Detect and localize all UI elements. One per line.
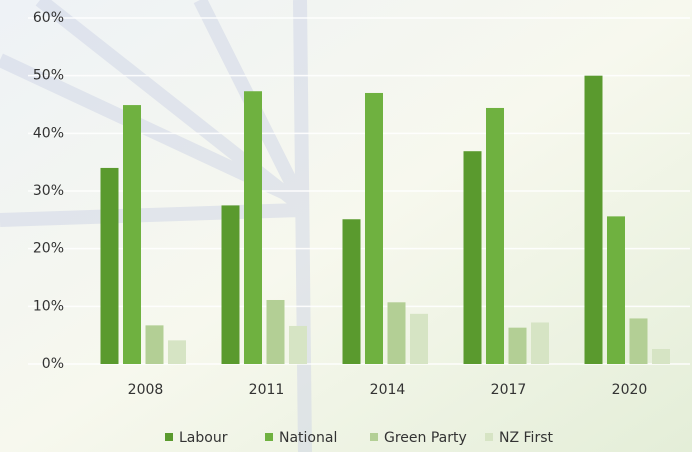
bar — [629, 318, 648, 364]
legend-label: NZ First — [499, 430, 553, 446]
legend-swatch — [485, 433, 493, 441]
y-tick-label: 50% — [33, 68, 64, 84]
x-tick-label: 2014 — [370, 382, 406, 398]
bar — [221, 205, 240, 364]
y-tick-label: 0% — [42, 356, 64, 372]
decoration — [0, 0, 312, 452]
bar — [365, 92, 383, 364]
bar — [508, 327, 527, 364]
bar — [100, 167, 119, 364]
y-tick-label: 10% — [33, 298, 64, 314]
legend-swatch — [265, 433, 273, 441]
bar — [607, 216, 625, 364]
y-tick-label: 20% — [33, 241, 64, 257]
bar — [463, 151, 482, 364]
bar — [387, 302, 406, 364]
x-tick-label: 2017 — [491, 382, 527, 398]
bar — [168, 340, 186, 364]
bar — [584, 75, 603, 365]
bar — [266, 299, 285, 364]
legend-swatch — [165, 433, 173, 441]
legend-label: National — [279, 430, 337, 446]
x-tick-label: 2020 — [612, 382, 648, 398]
bar — [410, 313, 428, 364]
bar — [342, 219, 361, 364]
legend-swatch — [370, 433, 378, 441]
y-tick-label: 40% — [33, 125, 64, 141]
bar — [652, 349, 670, 364]
legend-label: Green Party — [384, 430, 467, 446]
bar — [145, 325, 164, 364]
y-tick-label: 30% — [33, 183, 64, 199]
x-tick-label: 2008 — [128, 382, 164, 398]
bar — [486, 107, 504, 365]
bar — [244, 91, 262, 364]
bar — [289, 325, 307, 364]
legend-label: Labour — [179, 430, 228, 446]
bar — [531, 322, 549, 364]
x-tick-label: 2011 — [249, 382, 285, 398]
y-tick-label: 60% — [33, 10, 64, 26]
bar — [123, 105, 141, 365]
